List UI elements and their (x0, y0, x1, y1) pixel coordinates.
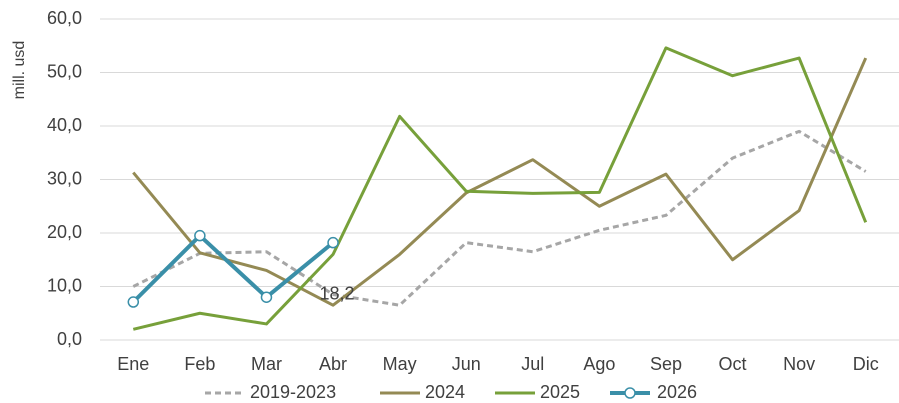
y-tick-label: 60,0 (47, 8, 82, 28)
x-tick-label: Abr (319, 354, 347, 374)
x-tick-label: Jun (452, 354, 481, 374)
series-line (132, 46, 868, 331)
x-tick-label: Nov (783, 354, 815, 374)
legend-label: 2019-2023 (250, 382, 336, 402)
series-line (132, 129, 867, 307)
data-label: 18,2 (320, 283, 355, 303)
x-tick-label: Oct (719, 354, 747, 374)
legend-label: 2026 (657, 382, 697, 402)
x-tick-label: Ene (117, 354, 149, 374)
legend-label: 2025 (540, 382, 580, 402)
x-tick-label: Ago (583, 354, 615, 374)
x-tick-label: Feb (184, 354, 215, 374)
marker (127, 296, 140, 308)
y-tick-label: 50,0 (47, 61, 82, 81)
legend-label: 2024 (425, 382, 465, 402)
x-tick-label: Sep (650, 354, 682, 374)
legend-marker (624, 387, 636, 399)
series-line (132, 57, 868, 307)
x-tick-label: Jul (521, 354, 544, 374)
y-tick-label: 30,0 (47, 168, 82, 188)
y-tick-label: 20,0 (47, 222, 82, 242)
y-axis-title: mill. usd (11, 41, 28, 100)
marker (327, 236, 339, 249)
marker (260, 291, 273, 303)
marker (194, 229, 206, 242)
y-tick-label: 0,0 (57, 329, 82, 349)
x-tick-label: Dic (853, 354, 879, 374)
y-tick-label: 10,0 (47, 275, 82, 295)
x-tick-label: Mar (251, 354, 282, 374)
x-tick-label: May (383, 354, 417, 374)
series-line (131, 233, 335, 304)
y-tick-label: 40,0 (47, 115, 82, 135)
